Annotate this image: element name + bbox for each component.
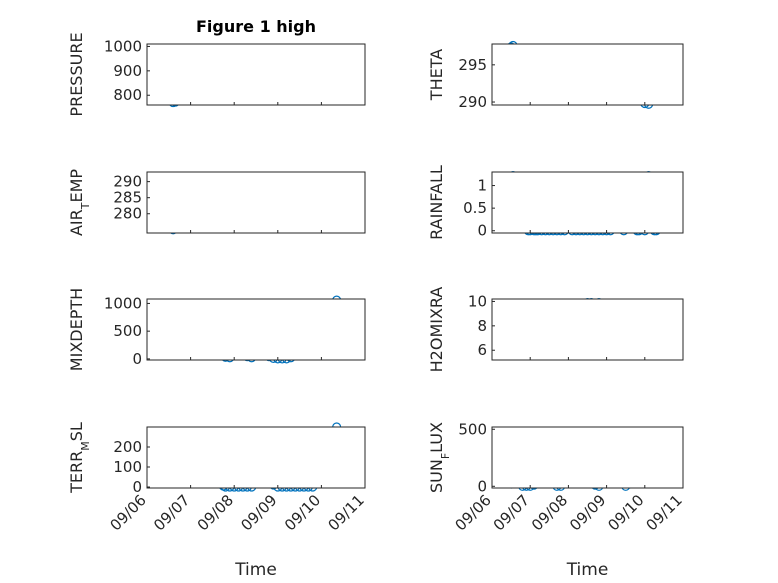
- y-tick-label: 6: [477, 341, 487, 359]
- subplot-terr_msl: 0 100 200 09/06 09/07 09/08 09/09 09/10 09/11 TER…: [67, 422, 368, 580]
- axes-frame: [146, 426, 366, 489]
- x-tick-label: 09/07: [150, 491, 193, 534]
- y-axis-label: SUNFLUX: [427, 422, 452, 493]
- y-tick-label: 0: [477, 222, 487, 240]
- y-tick-label: 0.5: [463, 199, 487, 217]
- y-tick-label: 500: [113, 322, 142, 340]
- x-tick-label: 09/08: [528, 491, 571, 534]
- y-tick-label: 285: [113, 189, 142, 207]
- x-tick-label: 09/06: [107, 491, 150, 534]
- x-tick-label: 09/09: [566, 491, 609, 534]
- y-tick-label: 800: [113, 86, 142, 104]
- y-axis-label: MIXDEPTH: [67, 288, 86, 371]
- x-tick-label: 09/11: [643, 491, 686, 534]
- subplot-pressure: 800 900 1000 PRESSURE Figure 1 high: [67, 17, 366, 117]
- x-axis-label: Time: [234, 560, 277, 580]
- axes-frame: [491, 171, 684, 234]
- x-tick-label: 09/06: [452, 491, 495, 534]
- chart-title: Figure 1 high: [196, 17, 316, 36]
- y-axis-label: THETA: [427, 49, 446, 101]
- y-tick-label: 0: [132, 478, 142, 496]
- x-axis-label: Time: [566, 560, 609, 580]
- x-tick-label: 09/07: [490, 491, 533, 534]
- subplot-theta: 290 295 THETA: [427, 40, 684, 111]
- y-tick-label: 0: [477, 477, 487, 495]
- axes-frame: [491, 426, 684, 489]
- subplot-h2omixra: 6 8 10 H2OMIXRA: [427, 287, 684, 373]
- x-tick-label: 09/10: [281, 491, 324, 534]
- y-tick-label: 200: [113, 438, 142, 456]
- y-tick-label: 290: [113, 173, 142, 191]
- y-tick-label: 900: [113, 62, 142, 80]
- x-tick-label: 09/11: [325, 491, 368, 534]
- y-tick-label: 290: [458, 93, 487, 111]
- y-tick-label: 100: [113, 458, 142, 476]
- y-tick-label: 295: [458, 56, 487, 74]
- y-tick-label: 280: [113, 205, 142, 223]
- x-tick-label: 09/10: [604, 491, 647, 534]
- x-tick-label: 09/09: [237, 491, 280, 534]
- subplot-mixdepth: 0 500 1000 MIXDEPTH: [67, 288, 366, 371]
- axes-frame: [146, 171, 366, 234]
- y-tick-label: 1000: [104, 37, 142, 55]
- y-tick-label: 10: [468, 292, 487, 310]
- axes-frame: [146, 43, 366, 106]
- subplot-rainfall: 0 0.5 1 RAINFALL: [427, 165, 684, 240]
- y-tick-label: 500: [458, 420, 487, 438]
- y-tick-label: 0: [132, 350, 142, 368]
- x-tick-label: 09/08: [194, 491, 237, 534]
- y-tick-label: 8: [477, 317, 487, 335]
- axes-frame: [491, 43, 684, 106]
- y-axis-label: H2OMIXRA: [427, 287, 446, 373]
- y-axis-label: RAINFALL: [427, 165, 446, 240]
- y-axis-label: TERRMSL: [67, 422, 92, 494]
- y-tick-label: 1000: [104, 294, 142, 312]
- axes-frame: [146, 298, 366, 361]
- y-axis-label: AIRTEMP: [67, 169, 92, 236]
- axes-frame: [491, 298, 684, 361]
- y-tick-label: 1: [477, 177, 487, 195]
- y-axis-label: PRESSURE: [67, 32, 86, 116]
